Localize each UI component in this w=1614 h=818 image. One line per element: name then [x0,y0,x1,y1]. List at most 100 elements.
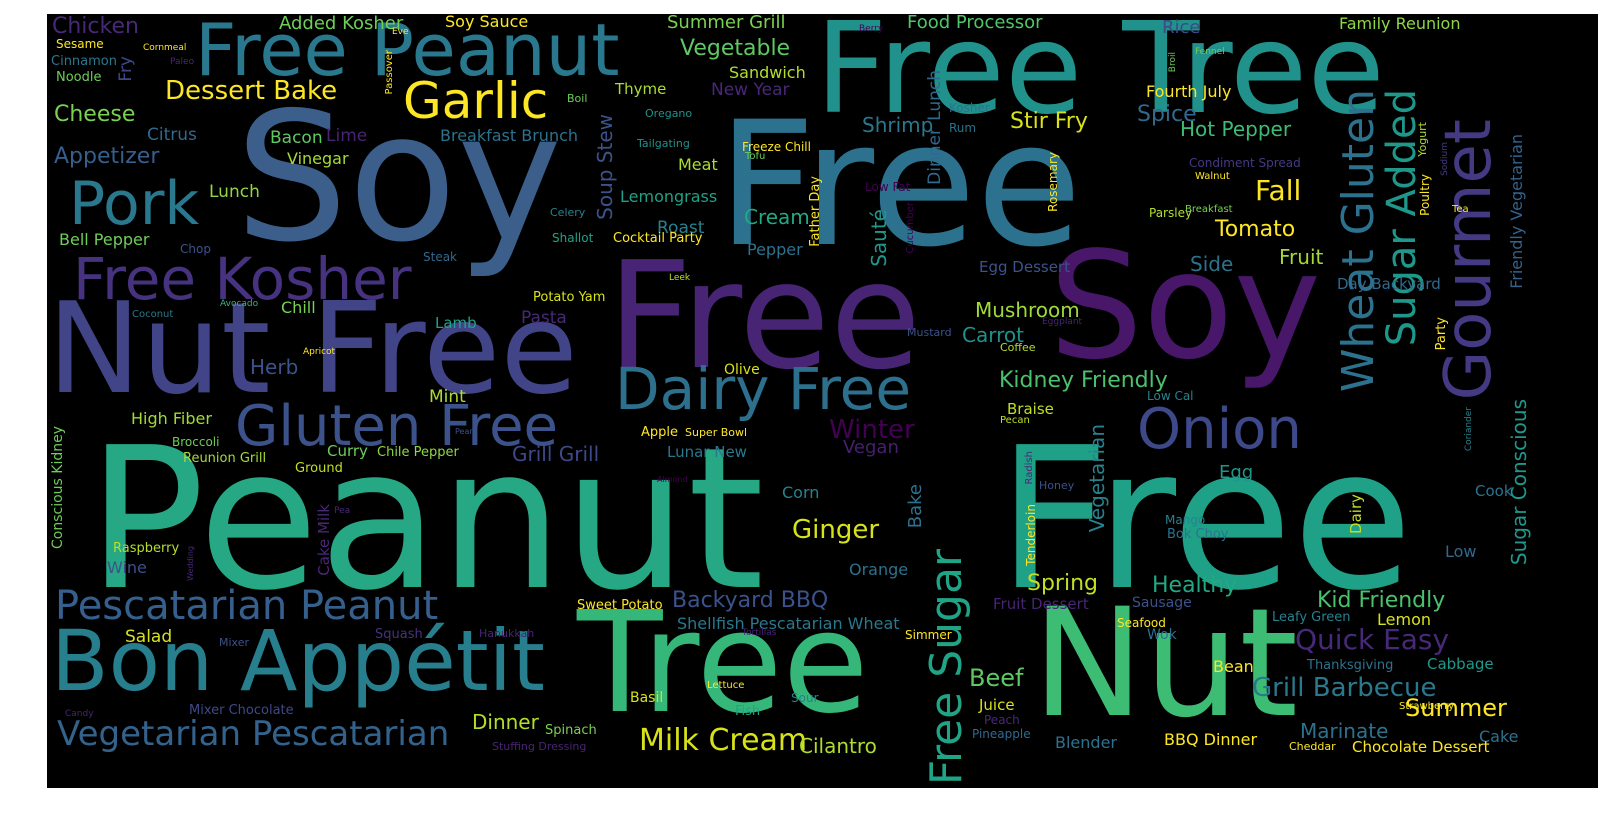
word-chile-pepper: Chile Pepper [377,445,459,460]
word-herb: Herb [250,355,299,379]
word-egg-dessert: Egg Dessert [979,258,1070,276]
word-boil: Boil [567,92,588,105]
word-sesame: Sesame [56,37,104,51]
word-food-processor: Food Processor [907,14,1043,33]
word-simmer: Simmer [905,628,952,642]
word-stir-fry: Stir Fry [1010,109,1088,134]
word-mint: Mint [429,387,466,407]
word-eve: Eve [392,27,409,37]
word-chill: Chill [281,298,316,317]
word-fennel: Fennel [1195,47,1225,57]
word-freeze-chill: Freeze Chill [742,140,811,154]
word-bbq-dinner: BBQ Dinner [1164,730,1258,749]
word-milk-cream: Milk Cream [639,723,808,758]
word-chocolate-dessert: Chocolate Dessert [1352,738,1490,756]
word-leek: Leek [669,273,691,283]
word-fourth-july: Fourth July [1146,82,1232,101]
word-condiment-spread: Condiment Spread [1189,156,1301,170]
word-chicken: Chicken [52,14,139,39]
word-cloud: Peanut Free Soy Free Free Tree Free Soy … [47,14,1598,788]
word-seafood: Seafood [1117,616,1166,630]
word-cucumber: Cucumber [905,202,916,254]
word-walnut: Walnut [1195,171,1230,182]
word-saute: Sauté [867,209,891,267]
word-sour: Sour [791,691,819,705]
word-juice: Juice [979,696,1015,714]
word-apricot: Apricot [303,347,336,357]
word-honey: Honey [1039,479,1075,492]
word-lunch: Lunch [209,182,260,202]
word-appetizer: Appetizer [54,144,160,169]
word-peanut-xl: Peanut [87,406,765,634]
word-cinnamon: Cinnamon [51,54,117,69]
word-spice: Spice [1137,102,1197,127]
word-healthy: Healthy [1152,573,1238,598]
word-avocado: Avocado [220,299,259,309]
word-bacon: Bacon [270,128,323,148]
word-bake: Bake [905,484,926,529]
word-pear: Pear [455,427,473,436]
word-nut: Nut [1032,577,1299,751]
word-coffee: Coffee [1000,341,1036,354]
word-bell-pepper: Bell Pepper [59,230,150,249]
word-berry: Berry [859,24,884,34]
word-sugar-conscious: Sugar Conscious [1507,399,1531,566]
word-lettuce: Lettuce [707,680,745,691]
word-soy-purple: Soy [1049,220,1322,392]
word-paleo: Paleo [170,57,195,67]
word-corn: Corn [782,483,820,502]
word-lime: Lime [326,126,368,146]
word-side: Side [1190,252,1234,276]
word-rosemary: Rosemary [1046,152,1060,212]
word-steak: Steak [423,250,458,264]
word-soy-large: Soy [235,74,563,281]
word-new-year: New Year [711,80,790,100]
word-lunar-new: Lunar New [667,443,747,461]
word-fish: Fish [735,704,761,719]
word-lamb: Lamb [435,314,477,332]
word-pescatarian-peanut: Pescatarian Peanut [55,583,439,629]
word-lemongrass: Lemongrass [620,187,718,206]
word-dinner: Dinner [472,710,539,734]
word-tomato: Tomato [1215,217,1296,242]
word-stuffing-dressing: Stuffing Dressing [492,740,587,753]
word-free-peanut: Free Peanut [195,14,620,92]
word-cheese: Cheese [54,102,136,127]
word-strawberry: Strawberry [1399,701,1455,712]
word-beef: Beef [969,664,1024,692]
word-sausage: Sausage [1132,595,1192,611]
word-oregano: Oregano [645,107,693,120]
word-coriander: Coriander [1464,407,1474,452]
word-salad: Salad [125,627,173,647]
word-vegetarian-pescatarian: Vegetarian Pescatarian [57,714,450,754]
word-day-backyard: Day Backyard [1337,275,1441,293]
word-breakfast: Breakfast [1185,204,1233,215]
word-fruit: Fruit [1279,245,1324,269]
word-conscious-kidney: Conscious Kidney [50,426,66,550]
word-roast: Roast [657,218,705,238]
word-shallot: Shallot [552,231,594,245]
word-added-kosher: Added Kosher [279,14,404,34]
word-wedding: Wedding [186,546,195,581]
word-cocktail-party: Cocktail Party [613,231,703,246]
word-tenderloin: Tenderloin [1024,504,1038,566]
word-shrimp: Shrimp [862,113,934,137]
word-noodle: Noodle [56,70,102,85]
word-dairy-free: Dairy Free [615,355,912,423]
word-mushroom: Mushroom [975,298,1080,322]
word-bon-appetit: Bon Appétit [51,612,545,710]
word-carrot: Carrot [962,323,1024,347]
word-bok-choy: Bok Choy [1167,527,1229,542]
word-free-center: Free [717,84,1082,285]
word-dessert-bake: Dessert Bake [165,76,338,106]
word-marinate: Marinate [1300,719,1389,743]
word-hanukkah: Hanukkah [479,627,535,640]
word-thanksgiving: Thanksgiving [1307,658,1394,673]
word-ground: Ground [295,461,343,476]
word-dairy-vertical: Dairy [1347,494,1365,534]
word-sandwich: Sandwich [729,63,806,82]
word-wok: Wok [1147,627,1177,643]
word-lunch-vertical: Lunch [925,70,945,121]
word-pecan: Pecan [1000,415,1030,426]
word-parsley: Parsley [1149,206,1193,220]
